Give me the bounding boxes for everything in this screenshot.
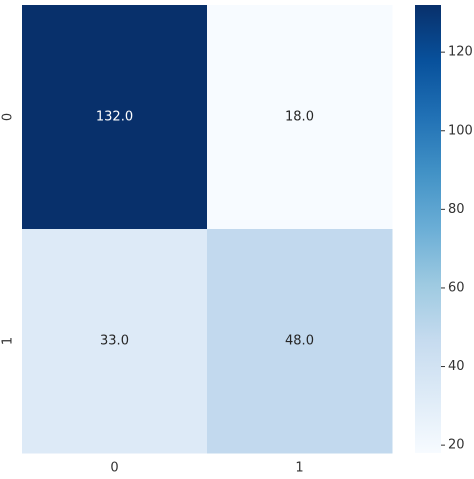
colorbar-tick-label: 120 — [448, 45, 473, 60]
x-tick-label: 0 — [110, 461, 118, 476]
colorbar-tick-label: 40 — [448, 359, 465, 374]
cell-label: 132.0 — [96, 110, 133, 125]
cell-label: 48.0 — [285, 334, 314, 349]
heatmap-cell — [22, 5, 208, 230]
colorbar-tick-label: 20 — [448, 438, 465, 453]
colorbar-tick-label: 80 — [448, 202, 465, 217]
colorbar — [415, 5, 441, 453]
cell-label: 18.0 — [285, 110, 314, 125]
y-tick-label: 0 — [1, 113, 16, 121]
heatmap-cell — [22, 229, 208, 454]
x-tick-label: 1 — [295, 461, 303, 476]
y-tick-label: 1 — [1, 337, 16, 345]
cell-label: 33.0 — [100, 334, 129, 349]
colorbar-tick-label: 100 — [448, 123, 473, 138]
heatmap-cell — [207, 5, 393, 230]
colorbar-tick-label: 60 — [448, 280, 465, 295]
heatmap-cell — [207, 229, 393, 454]
